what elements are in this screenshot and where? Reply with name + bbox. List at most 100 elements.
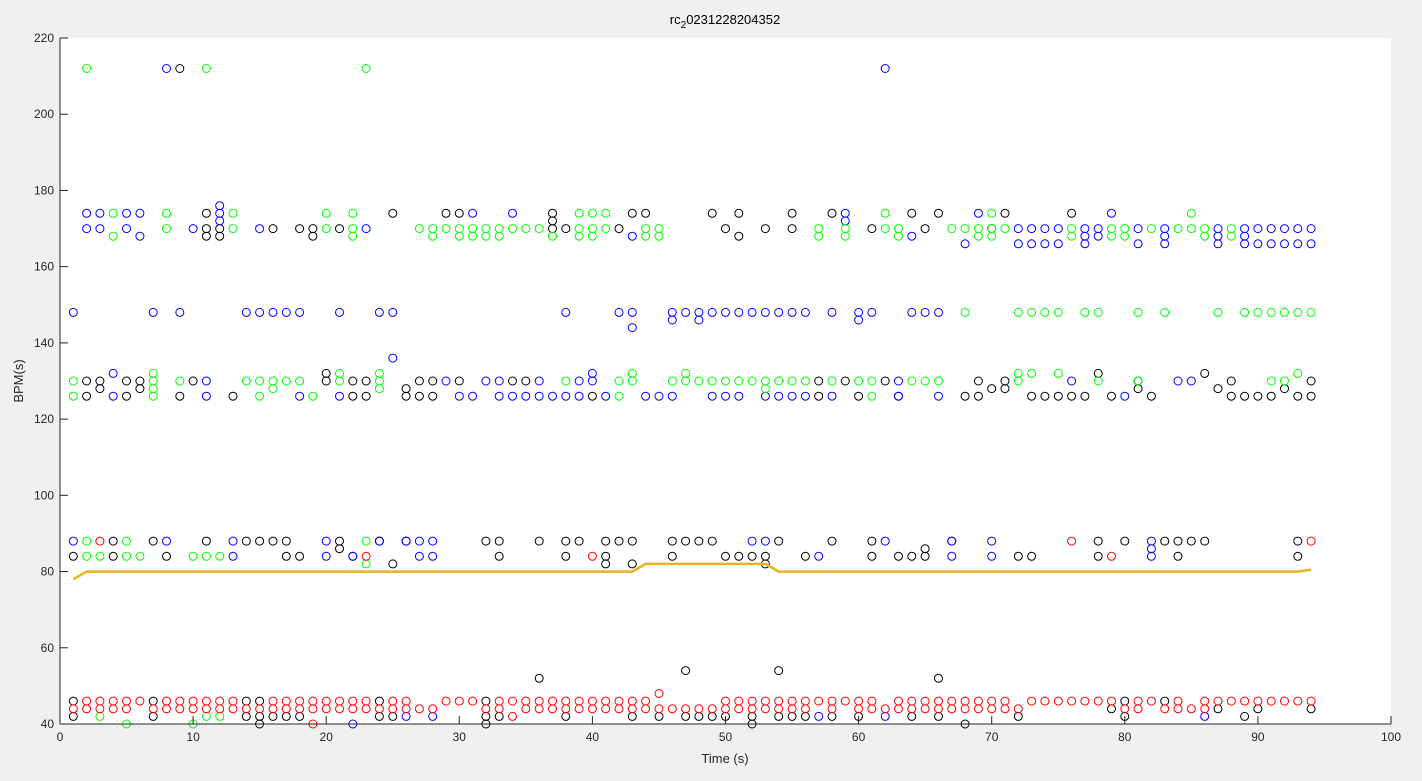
- data-point: [1146, 696, 1156, 706]
- data-point: [1146, 551, 1156, 561]
- data-point: [1306, 536, 1316, 546]
- data-point: [1027, 391, 1037, 401]
- data-point: [255, 307, 265, 317]
- data-point: [920, 544, 930, 554]
- data-point: [601, 208, 611, 218]
- data-point: [1133, 239, 1143, 249]
- plot-area: [60, 38, 1391, 724]
- data-point: [800, 376, 810, 386]
- data-point: [1160, 536, 1170, 546]
- data-point: [454, 391, 464, 401]
- data-point: [454, 376, 464, 386]
- data-point: [361, 224, 371, 234]
- data-point: [867, 376, 877, 386]
- data-point: [667, 536, 677, 546]
- data-point: [587, 376, 597, 386]
- data-point: [747, 307, 757, 317]
- data-point: [255, 704, 265, 714]
- data-point: [1107, 696, 1116, 706]
- data-point: [1293, 696, 1303, 706]
- data-point: [1013, 376, 1023, 386]
- data-point: [228, 551, 238, 561]
- data-point: [774, 666, 784, 676]
- data-point: [1173, 536, 1183, 546]
- data-point: [987, 551, 997, 561]
- data-point: [335, 536, 344, 546]
- data-point: [627, 376, 637, 386]
- data-point: [201, 64, 211, 73]
- data-point: [255, 391, 265, 401]
- data-point: [1173, 551, 1183, 561]
- data-point: [388, 704, 398, 714]
- data-point: [1253, 239, 1263, 249]
- data-point: [1000, 208, 1010, 218]
- data-point: [201, 704, 211, 714]
- data-point: [960, 224, 970, 234]
- data-point: [947, 224, 957, 234]
- data-point: [428, 391, 438, 401]
- data-point: [747, 376, 757, 386]
- data-point: [760, 551, 770, 561]
- data-point: [1226, 696, 1236, 706]
- data-point: [348, 704, 358, 714]
- data-point: [721, 704, 730, 714]
- data-point: [175, 376, 185, 386]
- data-point: [574, 208, 584, 218]
- axes: 0 10 20 30 40 50 60 70 80 90 100 40 60 80 100 120 140 160…: [34, 31, 1401, 744]
- data-point: [388, 307, 398, 317]
- data-point: [1080, 391, 1090, 401]
- data-point: [175, 64, 185, 73]
- data-point: [641, 231, 651, 241]
- data-point: [281, 704, 291, 714]
- data-point: [441, 376, 451, 386]
- data-point: [827, 391, 837, 401]
- data-point: [335, 704, 344, 714]
- y-tick-label: 120: [34, 412, 54, 426]
- data-point: [1240, 696, 1250, 706]
- data-point: [454, 231, 464, 241]
- data-point: [1266, 239, 1276, 249]
- data-point: [960, 307, 970, 317]
- data-point: [295, 391, 305, 401]
- data-point: [122, 391, 131, 401]
- data-point: [188, 704, 198, 714]
- data-point: [255, 376, 265, 386]
- data-point: [335, 307, 344, 317]
- data-point: [934, 376, 943, 386]
- data-point: [747, 704, 757, 714]
- data-point: [641, 208, 651, 218]
- data-point: [82, 376, 92, 386]
- data-point: [1253, 696, 1263, 706]
- data-point: [627, 559, 637, 569]
- y-tick-label: 200: [34, 107, 54, 121]
- x-tick-label: 60: [852, 730, 866, 744]
- data-point: [920, 704, 930, 714]
- data-point: [255, 536, 265, 546]
- data-point: [734, 704, 744, 714]
- data-point: [827, 376, 837, 386]
- data-point: [774, 536, 784, 546]
- data-point: [1253, 307, 1263, 317]
- data-point: [734, 231, 744, 241]
- data-point: [934, 208, 943, 218]
- data-point: [374, 384, 384, 394]
- data-point: [1266, 376, 1276, 386]
- data-point: [388, 353, 398, 363]
- chart-title: rc20231228204352: [670, 12, 780, 31]
- data-point: [654, 231, 664, 241]
- data-point: [960, 239, 970, 249]
- data-point: [1080, 224, 1090, 234]
- data-point: [681, 376, 691, 386]
- data-point: [973, 208, 983, 218]
- data-point: [401, 384, 411, 394]
- data-point: [734, 391, 744, 401]
- data-point: [1293, 239, 1303, 249]
- data-point: [108, 208, 118, 218]
- data-point: [1133, 224, 1143, 234]
- data-point: [667, 551, 677, 561]
- data-point: [614, 307, 624, 317]
- data-point: [122, 208, 131, 218]
- data-point: [760, 224, 770, 234]
- data-point: [1226, 391, 1236, 401]
